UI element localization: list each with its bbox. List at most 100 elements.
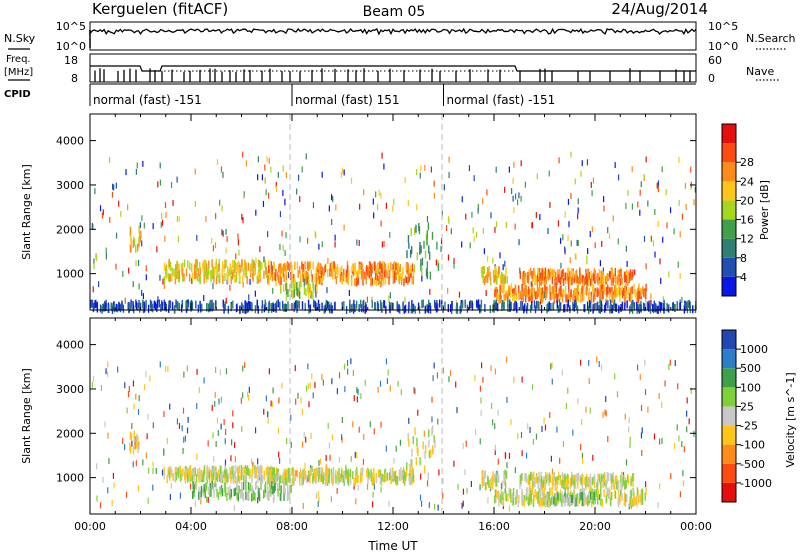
echo-cell: [230, 455, 232, 462]
echo-cell: [603, 489, 605, 498]
echo-cell: [163, 471, 165, 480]
echo-cell: [257, 497, 259, 504]
echo-cell: [593, 479, 596, 488]
echo-cell: [435, 304, 438, 313]
echo-cell: [215, 366, 217, 373]
echo-cell: [564, 304, 566, 313]
echo-cell: [336, 269, 339, 278]
echo-cell: [218, 263, 220, 272]
echo-cell: [628, 417, 630, 424]
echo-cell: [212, 245, 215, 252]
echo-cell: [503, 274, 505, 283]
echo-cell: [514, 300, 517, 309]
echo-cell: [212, 432, 214, 439]
echo-cell: [597, 478, 599, 487]
echo-cell: [382, 268, 385, 277]
echo-cell: [591, 477, 594, 486]
echo-cell: [321, 266, 323, 275]
echo-cell: [541, 497, 543, 506]
echo-cell: [243, 192, 245, 199]
echo-cell: [609, 473, 612, 482]
echo-cell: [241, 491, 243, 500]
echo-cell: [232, 300, 234, 309]
echo-cell: [105, 368, 107, 375]
echo-cell: [303, 273, 305, 282]
echo-cell: [336, 388, 339, 395]
echo-cell: [590, 270, 592, 279]
echo-cell: [230, 488, 232, 497]
echo-cell: [662, 296, 664, 303]
echo-cell: [474, 428, 477, 435]
echo-cell: [581, 160, 583, 167]
echo-cell: [203, 295, 205, 302]
echo-cell: [331, 219, 333, 226]
echo-cell: [504, 469, 506, 478]
echo-cell: [111, 191, 114, 198]
echo-cell: [419, 172, 421, 179]
echo-cell: [242, 267, 245, 276]
echo-cell: [211, 480, 214, 489]
echo-cell: [658, 302, 661, 311]
echo-cell: [588, 278, 590, 287]
echo-cell: [311, 373, 313, 380]
echo-cell: [129, 226, 132, 235]
echo-cell: [631, 203, 634, 210]
echo-cell: [285, 267, 287, 276]
echo-cell: [347, 264, 349, 273]
freq-label: Freq.: [6, 54, 31, 65]
echo-cell: [371, 277, 374, 286]
echo-cell: [175, 299, 177, 308]
echo-cell: [488, 479, 490, 488]
echo-cell: [535, 300, 538, 309]
echo-cell: [192, 471, 195, 480]
echo-cell: [483, 470, 486, 479]
echo-cell: [501, 276, 503, 285]
echo-cell: [380, 303, 382, 312]
echo-cell: [555, 497, 558, 506]
echo-cell: [428, 502, 430, 509]
echo-cell: [550, 496, 553, 505]
echo-cell: [304, 261, 306, 270]
echo-cell: [652, 305, 655, 314]
echo-cell: [610, 491, 613, 500]
echo-cell: [327, 468, 329, 477]
echo-cell: [255, 480, 257, 489]
echo-cell: [242, 481, 245, 490]
echo-cell: [425, 268, 428, 277]
echo-cell: [199, 261, 201, 268]
echo-cell: [276, 473, 278, 482]
echo-cell: [513, 376, 515, 383]
echo-cell: [324, 472, 326, 481]
echo-cell: [258, 466, 260, 475]
echo-cell: [330, 496, 332, 503]
echo-cell: [318, 496, 320, 503]
echo-cell: [583, 488, 586, 497]
echo-cell: [315, 232, 317, 239]
x-tick-label: 08:00: [276, 520, 308, 533]
echo-cell: [366, 264, 368, 273]
echo-cell: [338, 456, 341, 463]
echo-cell: [443, 184, 445, 191]
echo-cell: [637, 295, 639, 304]
echo-cell: [624, 285, 626, 294]
echo-cell: [659, 258, 661, 265]
x-tick-label: 16:00: [478, 520, 510, 533]
echo-cell: [499, 291, 501, 300]
echo-cell: [609, 299, 612, 308]
echo-cell: [587, 248, 589, 255]
echo-cell: [211, 237, 213, 244]
echo-cell: [495, 287, 497, 296]
echo-cell: [307, 290, 310, 299]
echo-cell: [599, 277, 601, 286]
echo-cell: [99, 502, 102, 509]
echo-cell: [399, 272, 402, 281]
echo-cell: [583, 304, 585, 313]
echo-cell: [540, 298, 542, 305]
freq-tick-top: 18: [64, 54, 78, 67]
echo-cell: [167, 366, 169, 373]
echo-cell: [577, 480, 579, 489]
colorbar-tick-label: 28: [740, 156, 754, 169]
echo-cell: [411, 476, 413, 485]
echo-cell: [373, 428, 375, 435]
echo-cell: [614, 303, 617, 312]
